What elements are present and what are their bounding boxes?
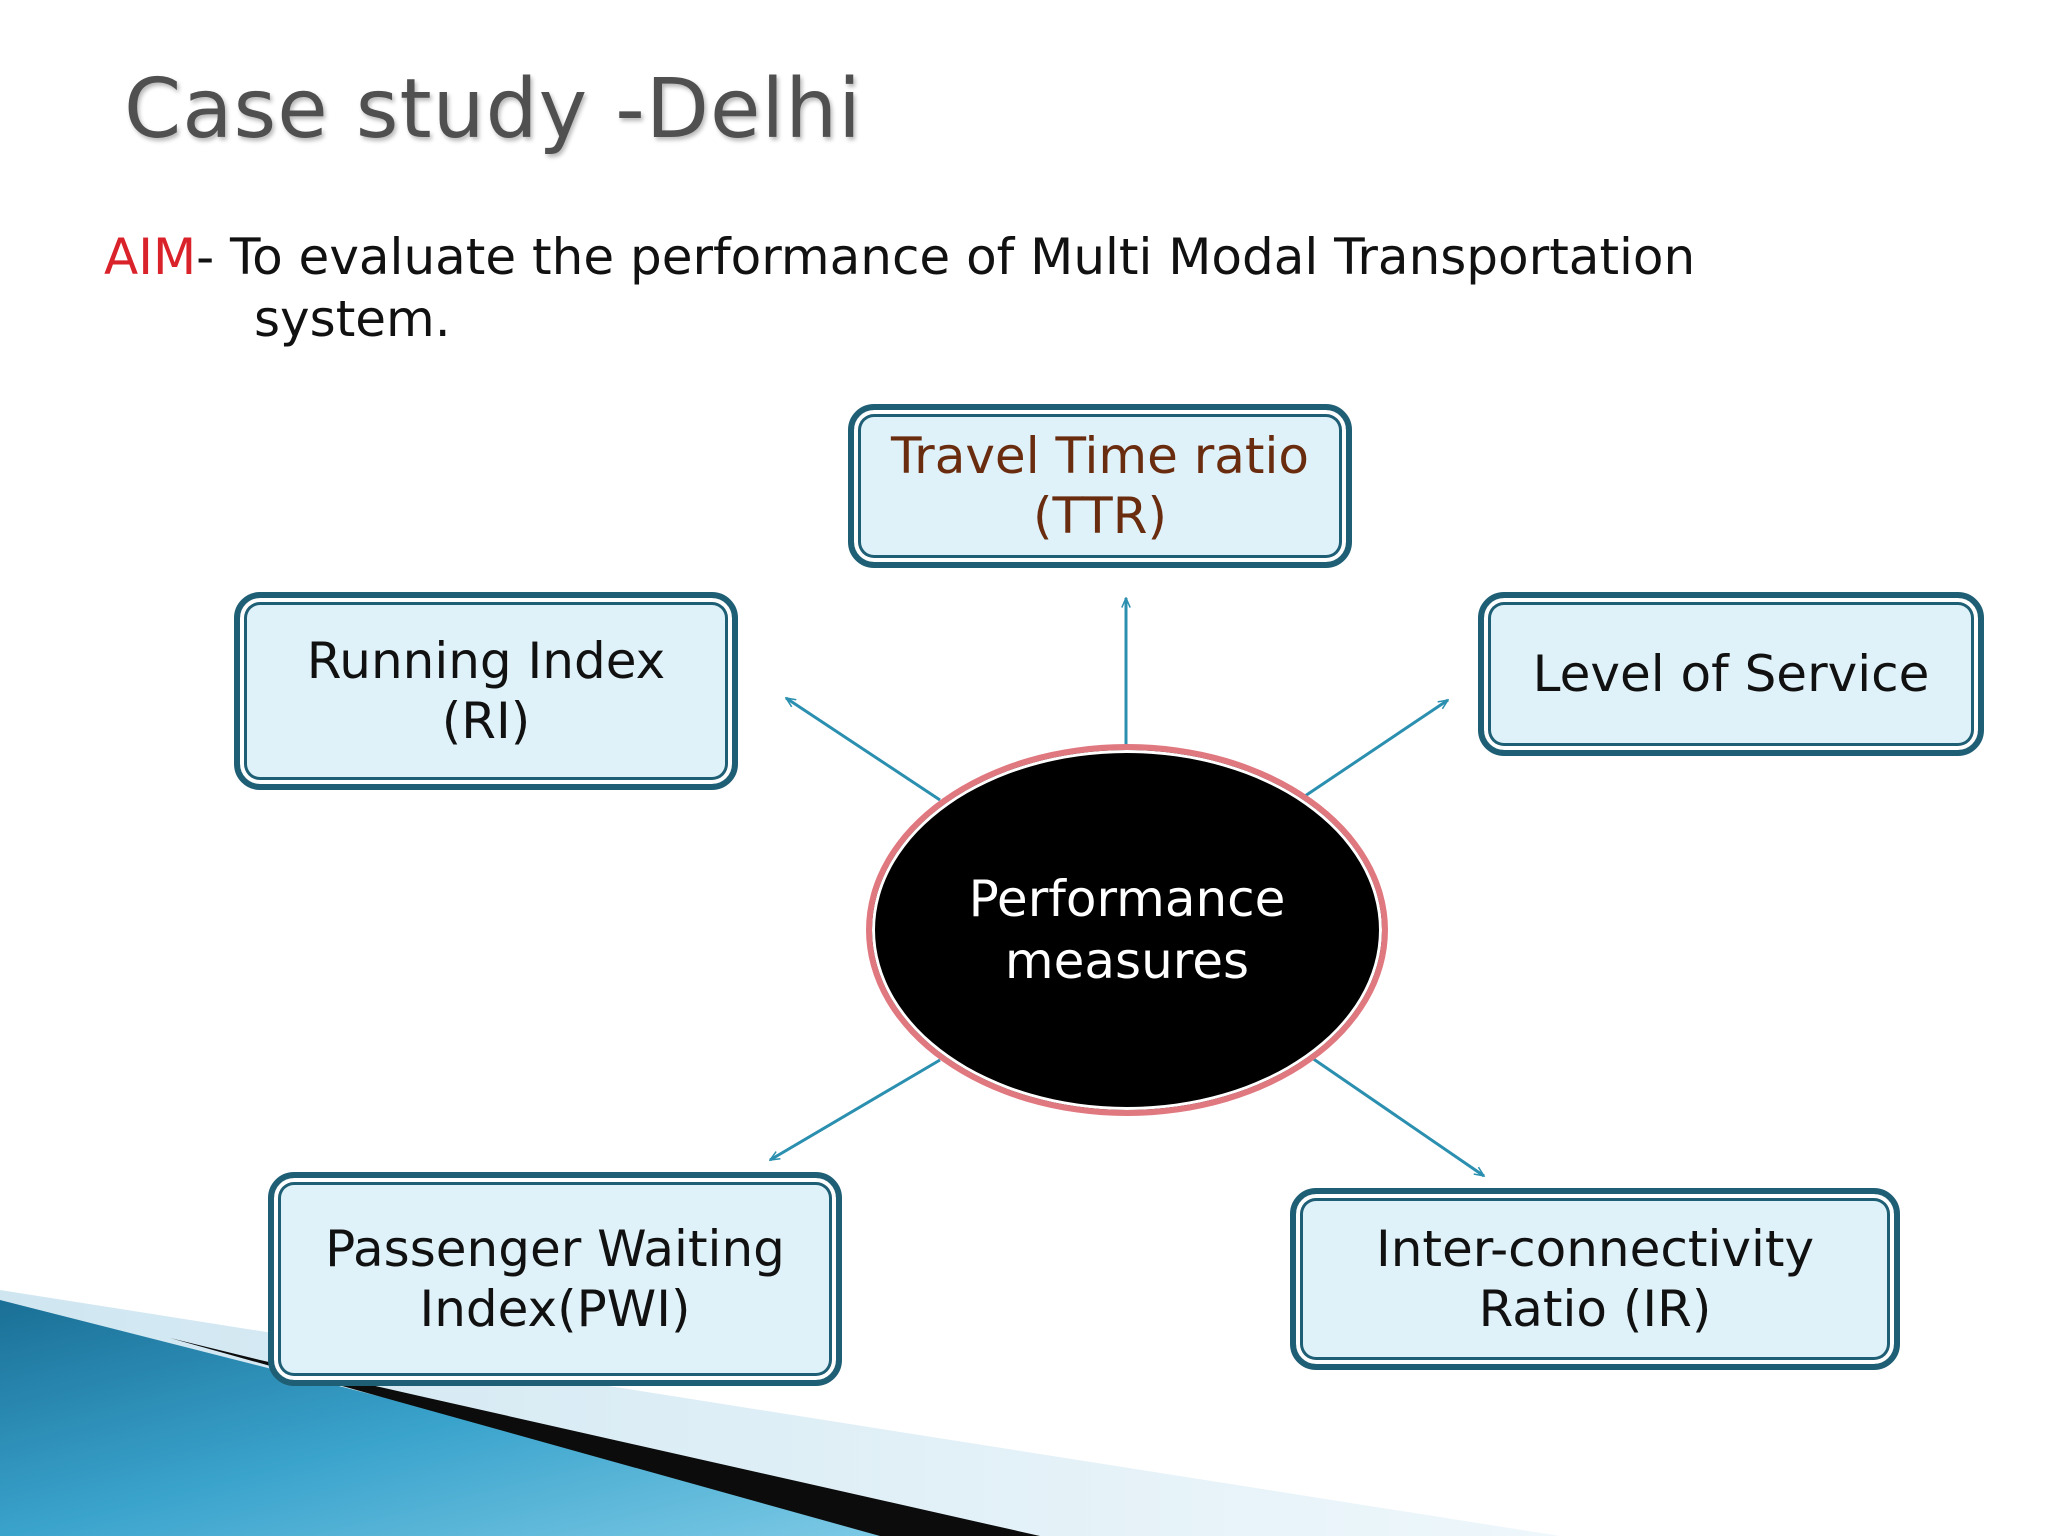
aim-text-line1: - To evaluate the performance of Multi M… [196,228,1696,286]
arrow-to-pwi [770,1058,941,1162]
aim-statement: AIM- To evaluate the performance of Mult… [104,226,1695,350]
measure-box-pwi: Passenger Waiting Index(PWI) [268,1172,842,1386]
aim-text-line2: system. [254,290,451,348]
measure-box-ir: Inter-connectivity Ratio (IR) [1290,1188,1900,1370]
measure-label-ttr: Travel Time ratio (TTR) [890,427,1310,545]
measure-box-ttr: Travel Time ratio (TTR) [848,404,1352,568]
measure-box-ri: Running Index (RI) [234,592,738,790]
measure-label-los: Level of Service [1532,645,1930,703]
measure-label-ir: Inter-connectivity Ratio (IR) [1375,1220,1815,1338]
arrow-to-ir [1311,1056,1484,1178]
measure-label-pwi: Passenger Waiting Index(PWI) [325,1220,785,1338]
aim-label: AIM [104,228,197,286]
slide-title: Case study -Delhi [124,62,862,157]
measure-box-los: Level of Service [1478,592,1984,756]
measure-label-ri: Running Index (RI) [306,632,666,750]
center-label: Performance measures [968,870,1286,990]
arrow-to-los [1301,698,1448,800]
arrow-to-ri [786,696,941,802]
performance-measures-ellipse: Performance measures [866,744,1388,1116]
